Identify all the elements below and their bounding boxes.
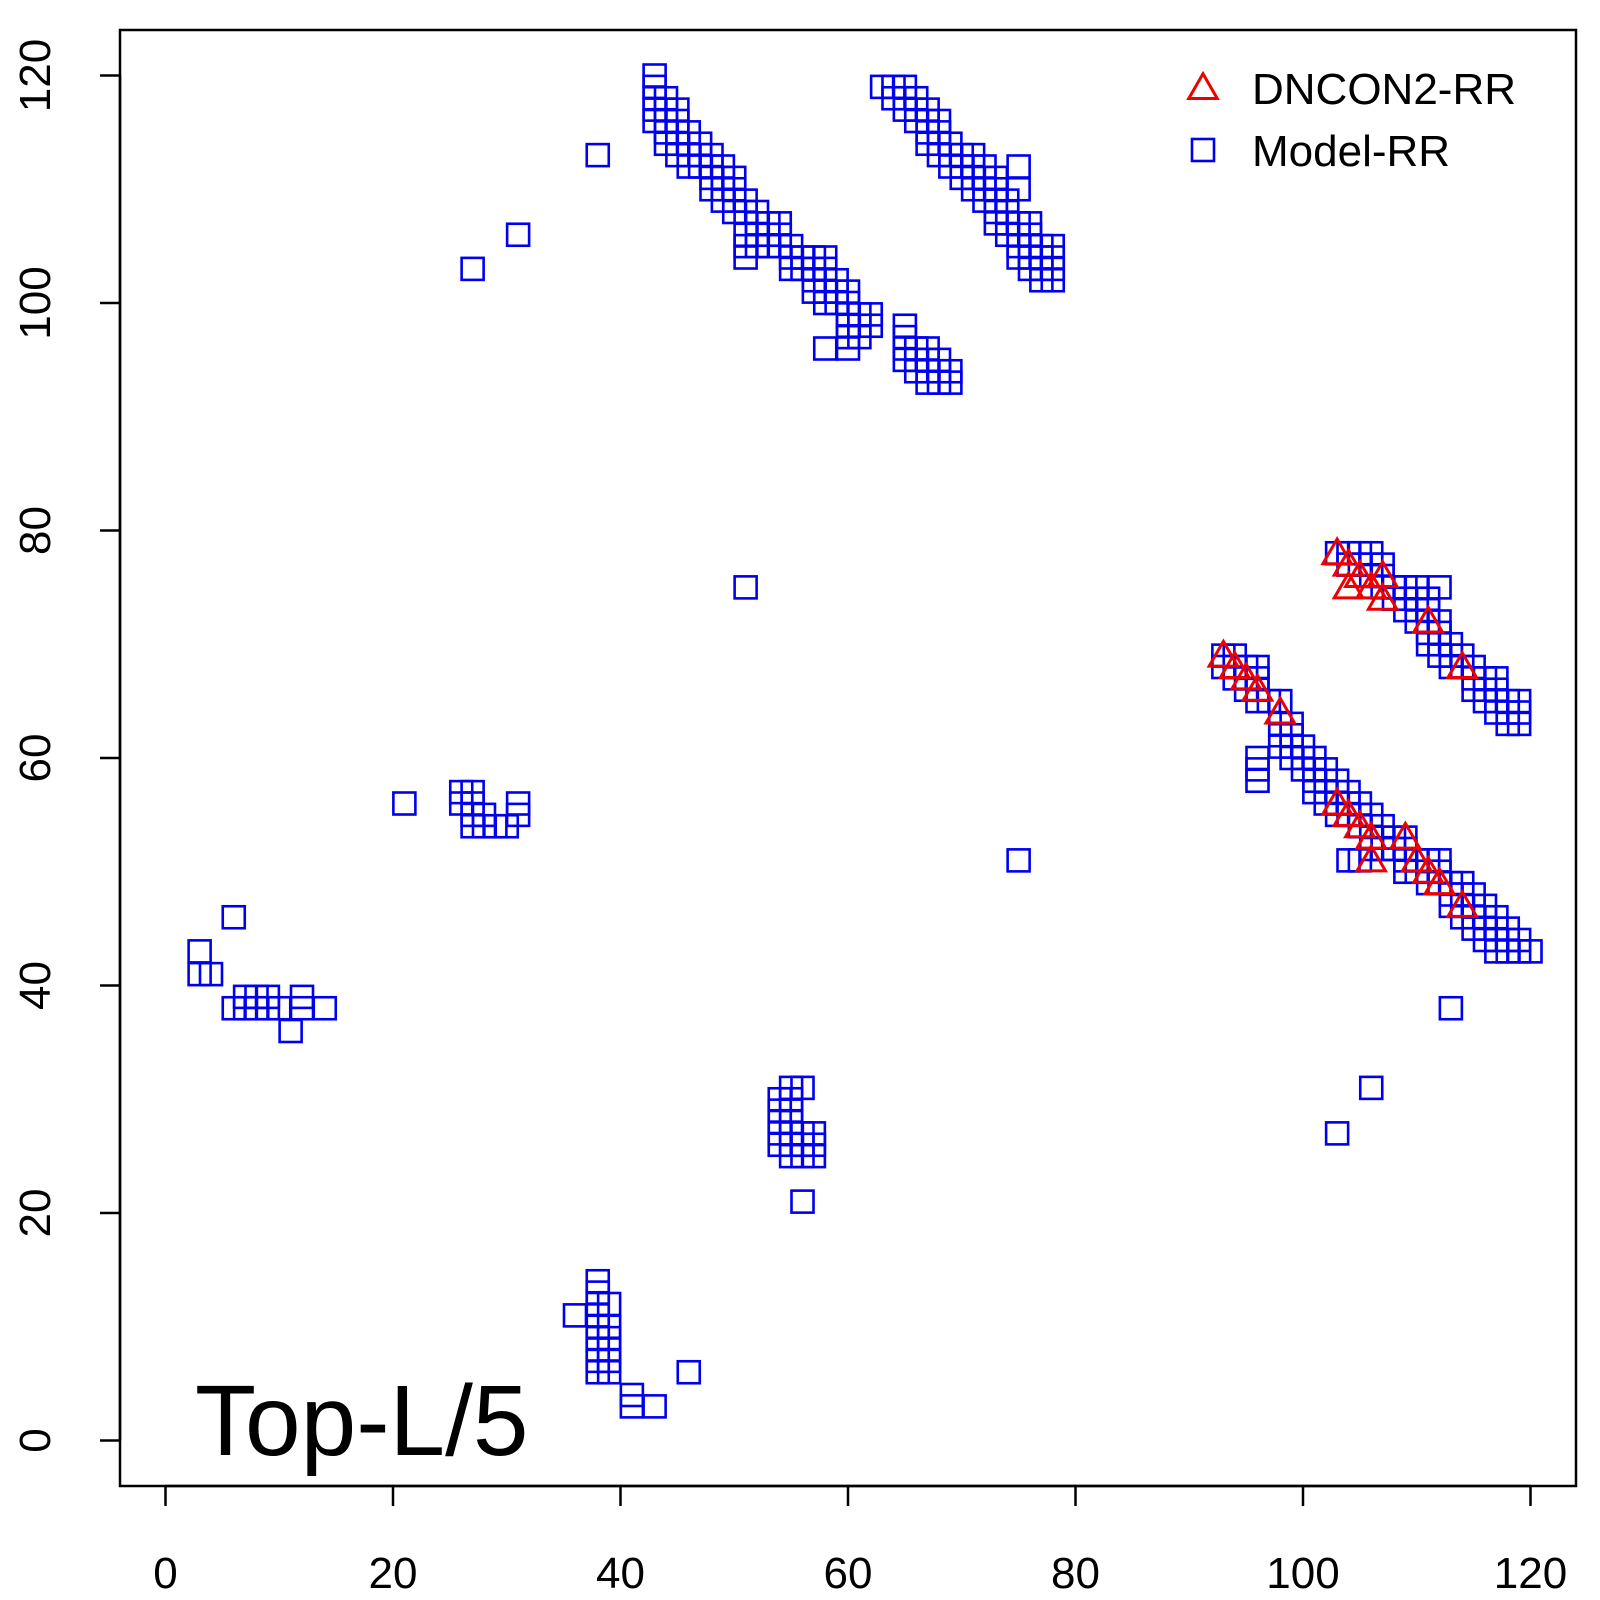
model-rr-point <box>460 779 485 805</box>
x-tick-label: 20 <box>369 1549 418 1598</box>
model-rr-point <box>1438 995 1464 1021</box>
model-rr-point <box>221 904 247 930</box>
y-tick-label: 120 <box>11 39 60 112</box>
x-tick-label: 60 <box>824 1549 873 1598</box>
legend: DNCON2-RR Model-RR <box>1186 65 1516 176</box>
legend-dncon2-rr-icon <box>1186 70 1220 100</box>
dncon2-rr-point <box>1343 558 1377 588</box>
dncon2-rr-point <box>1422 865 1457 896</box>
model-rr-point <box>733 575 758 600</box>
y-tick-label: 60 <box>11 734 60 783</box>
model-rr-point <box>892 74 918 100</box>
model-rr-point <box>289 984 315 1010</box>
x-axis: 0 20 40 60 80 100 120 <box>153 1484 1567 1598</box>
dncon2-rr-point <box>1240 672 1275 702</box>
model-rr-point <box>1358 540 1384 566</box>
dncon2-rr-point <box>1331 797 1366 827</box>
y-tick-label: 40 <box>11 961 60 1010</box>
dncon2-rr-point <box>1445 649 1480 679</box>
model-rr-point <box>642 63 667 88</box>
model-rr-point <box>892 313 918 339</box>
y-tick-label: 20 <box>11 1189 60 1238</box>
model-rr-point <box>812 245 838 270</box>
dncon2-rr-point <box>1320 786 1354 816</box>
model-rr-point <box>585 1268 611 1294</box>
y-tick-label: 0 <box>11 1428 60 1452</box>
x-tick-label: 80 <box>1051 1549 1100 1598</box>
model-rr-point <box>619 1382 645 1408</box>
model-rr-point <box>187 939 212 964</box>
dncon2-rr-point <box>1411 604 1445 634</box>
x-tick-label: 120 <box>1494 1549 1567 1598</box>
model-rr-point <box>1358 1075 1384 1101</box>
model-rr-point <box>1324 1121 1350 1146</box>
dncon2-rr-point <box>1320 535 1354 566</box>
model-rr-point <box>505 222 531 248</box>
legend-label: DNCON2-RR <box>1252 65 1516 114</box>
y-axis: 0 20 40 60 80 100 120 <box>11 39 122 1453</box>
x-tick-label: 100 <box>1266 1549 1339 1598</box>
dncon2-rr-point <box>1411 854 1445 884</box>
model-rr-point <box>585 142 611 168</box>
dncon2-rr-series <box>1206 535 1480 918</box>
plot-marks <box>187 63 1543 1419</box>
x-tick-label: 40 <box>596 1549 645 1598</box>
dncon2-rr-point <box>1365 581 1400 611</box>
dncon2-rr-point <box>1217 649 1252 679</box>
dncon2-rr-point <box>1365 558 1400 588</box>
model-rr-point <box>790 1075 815 1101</box>
dncon2-rr-point <box>1445 888 1480 918</box>
dncon2-rr-point <box>1263 695 1298 725</box>
model-rr-point <box>460 256 485 282</box>
model-rr-point <box>1427 575 1452 600</box>
model-rr-point <box>505 791 531 816</box>
model-rr-point <box>676 1359 702 1385</box>
y-tick-label: 100 <box>11 266 60 339</box>
dncon2-rr-point <box>1388 820 1423 850</box>
model-rr-point <box>255 984 281 1010</box>
legend-model-rr-icon <box>1190 137 1216 163</box>
legend-label: Model-RR <box>1252 127 1450 176</box>
dncon2-rr-point <box>1399 843 1434 873</box>
model-rr-point <box>790 1189 815 1214</box>
model-rr-point <box>1006 848 1031 873</box>
dncon2-rr-point <box>1354 843 1389 873</box>
x-tick-label: 0 <box>153 1549 177 1598</box>
y-tick-label: 80 <box>11 506 60 555</box>
dncon2-rr-point <box>1206 638 1241 668</box>
model-rr-point <box>1006 154 1031 179</box>
chart-corner-label: Top-L/5 <box>195 1365 529 1477</box>
model-rr-point <box>392 791 417 816</box>
dncon2-rr-point <box>1343 808 1377 839</box>
dncon2-rr-point <box>1229 661 1263 691</box>
